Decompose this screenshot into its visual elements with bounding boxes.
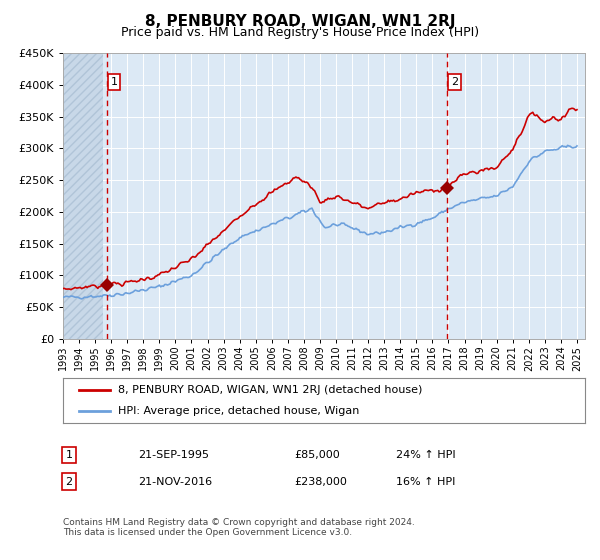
Text: 8, PENBURY ROAD, WIGAN, WN1 2RJ (detached house): 8, PENBURY ROAD, WIGAN, WN1 2RJ (detache… — [118, 385, 422, 395]
Text: £238,000: £238,000 — [294, 477, 347, 487]
Text: 1: 1 — [65, 450, 73, 460]
Text: 24% ↑ HPI: 24% ↑ HPI — [396, 450, 455, 460]
Text: 1: 1 — [111, 77, 118, 87]
Text: 2: 2 — [65, 477, 73, 487]
Text: Price paid vs. HM Land Registry's House Price Index (HPI): Price paid vs. HM Land Registry's House … — [121, 26, 479, 39]
Text: 8, PENBURY ROAD, WIGAN, WN1 2RJ: 8, PENBURY ROAD, WIGAN, WN1 2RJ — [145, 14, 455, 29]
Bar — [63, 53, 103, 339]
Text: 2: 2 — [451, 77, 458, 87]
Text: 16% ↑ HPI: 16% ↑ HPI — [396, 477, 455, 487]
Text: Contains HM Land Registry data © Crown copyright and database right 2024.
This d: Contains HM Land Registry data © Crown c… — [63, 518, 415, 538]
Text: HPI: Average price, detached house, Wigan: HPI: Average price, detached house, Wiga… — [118, 405, 359, 416]
Text: 21-NOV-2016: 21-NOV-2016 — [138, 477, 212, 487]
Text: 21-SEP-1995: 21-SEP-1995 — [138, 450, 209, 460]
Text: £85,000: £85,000 — [294, 450, 340, 460]
